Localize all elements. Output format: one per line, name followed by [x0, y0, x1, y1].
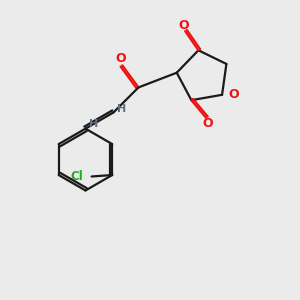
Text: O: O — [229, 88, 239, 101]
Text: O: O — [116, 52, 126, 65]
Text: H: H — [117, 104, 126, 114]
Text: O: O — [178, 19, 189, 32]
Text: O: O — [202, 117, 213, 130]
Text: H: H — [89, 119, 98, 129]
Text: Cl: Cl — [70, 170, 83, 183]
